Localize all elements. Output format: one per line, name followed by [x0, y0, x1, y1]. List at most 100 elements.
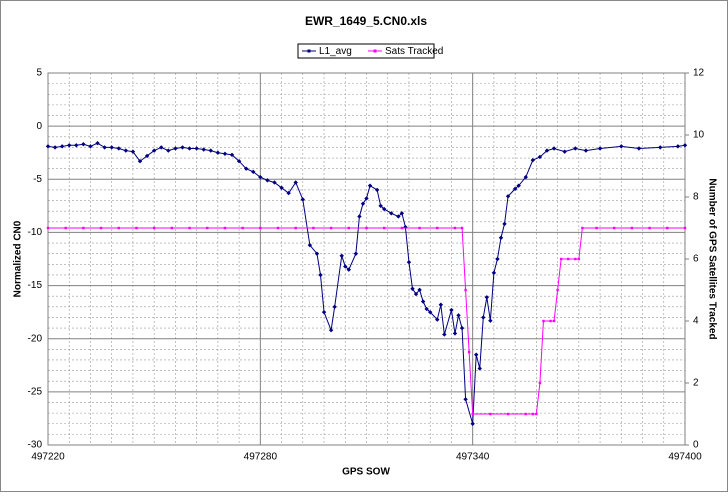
point-marker [420, 299, 426, 304]
point-marker [180, 145, 185, 150]
x-tick-label: 497220 [31, 452, 65, 463]
point-marker [506, 412, 510, 416]
point-marker [410, 286, 415, 291]
point-marker [279, 185, 284, 190]
point-marker [159, 145, 164, 150]
y-axis-label: Normalized CN0 [13, 220, 24, 297]
y2-tick-label: 4 [693, 316, 699, 327]
point-marker [562, 149, 567, 154]
chart-title: EWR_1649_5.CN0.xls [305, 14, 427, 28]
y-tick-label: -25 [28, 386, 43, 397]
point-marker [464, 288, 467, 292]
point-marker [488, 318, 493, 323]
point-marker [374, 187, 380, 193]
point-marker [658, 145, 663, 150]
point-marker [549, 319, 552, 323]
point-marker [258, 174, 263, 180]
y2-tick-label: 8 [693, 192, 699, 203]
point-marker [481, 315, 486, 320]
y-tick-label: -5 [33, 174, 42, 185]
point-marker [406, 259, 412, 265]
point-marker [516, 183, 521, 188]
point-marker [467, 350, 471, 354]
point-marker [452, 331, 458, 336]
x-tick-label: 497280 [244, 452, 278, 463]
point-marker [152, 226, 156, 230]
point-marker [318, 272, 323, 278]
point-marker [357, 214, 362, 219]
point-marker [471, 412, 474, 416]
point-marker [574, 257, 577, 261]
point-marker [495, 256, 500, 262]
point-marker [67, 143, 72, 148]
y2-tick-label: 0 [693, 440, 699, 451]
point-marker [389, 211, 394, 216]
point-marker [597, 146, 603, 151]
point-marker [460, 226, 464, 230]
y2-axis-label: Number of GPS Satellites Tracked [706, 178, 717, 339]
point-marker [530, 157, 536, 163]
point-marker [537, 154, 543, 160]
point-marker [367, 183, 373, 188]
y-tick-label: 5 [36, 68, 42, 79]
point-marker [491, 270, 497, 276]
point-marker [505, 194, 511, 199]
point-marker [435, 317, 440, 322]
point-marker [484, 295, 490, 300]
point-marker [403, 224, 408, 230]
y2-tick-label: 10 [693, 130, 705, 141]
point-marker [453, 226, 457, 230]
point-marker [166, 148, 171, 153]
point-marker [583, 148, 589, 153]
point-marker [559, 257, 563, 261]
point-marker [675, 144, 681, 149]
point-marker [45, 144, 51, 149]
point-marker [413, 291, 419, 297]
point-marker [542, 319, 545, 323]
point-marker [173, 146, 178, 151]
x-axis-label: GPS SOW [342, 467, 390, 478]
point-marker [346, 267, 352, 272]
point-marker [360, 201, 366, 206]
point-marker [64, 226, 67, 230]
point-marker [117, 226, 120, 230]
point-marker [46, 226, 50, 230]
point-marker [201, 147, 206, 152]
point-marker [328, 328, 334, 333]
point-marker [438, 302, 444, 307]
point-marker [312, 226, 315, 230]
point-marker [206, 226, 209, 230]
point-marker [170, 226, 174, 230]
point-marker [307, 242, 313, 248]
point-marker [259, 226, 262, 230]
point-marker [347, 226, 351, 230]
point-marker [474, 352, 479, 357]
series-line [47, 142, 686, 424]
point-marker [332, 304, 337, 310]
point-marker [470, 421, 475, 426]
point-marker [459, 325, 465, 331]
point-marker [502, 221, 507, 227]
point-marker [381, 206, 387, 212]
point-marker [524, 412, 527, 416]
point-marker [82, 226, 85, 230]
point-marker [294, 226, 297, 230]
point-marker [265, 178, 270, 183]
point-marker [523, 174, 528, 180]
point-marker [417, 287, 422, 293]
point-marker [531, 412, 535, 416]
point-marker [666, 226, 669, 230]
point-marker [378, 203, 383, 209]
point-marker [365, 226, 368, 230]
point-marker [236, 159, 242, 164]
point-marker [272, 180, 277, 185]
x-tick-label: 497400 [668, 452, 702, 463]
point-marker [556, 288, 559, 292]
point-marker [215, 150, 221, 155]
point-marker [552, 319, 556, 323]
point-marker [636, 146, 642, 151]
point-marker [223, 226, 227, 230]
point-marker [81, 142, 86, 147]
point-marker [99, 226, 103, 230]
point-marker [456, 313, 461, 318]
